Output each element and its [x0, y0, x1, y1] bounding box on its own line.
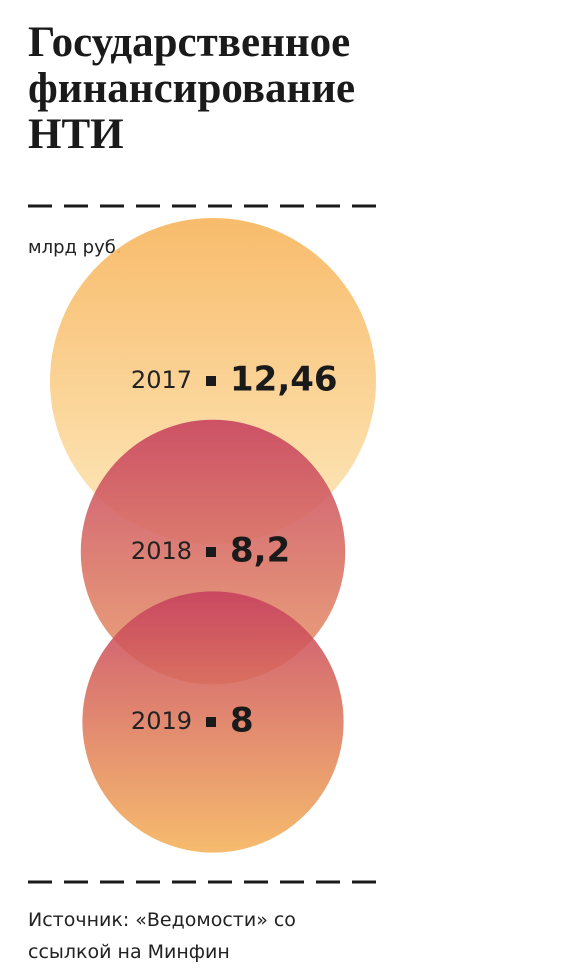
category-label: 2018	[131, 537, 192, 565]
bullet	[206, 717, 216, 727]
category-label: 2019	[131, 707, 192, 735]
bullet	[206, 376, 216, 386]
value-label: 8	[230, 701, 254, 741]
bullet	[206, 547, 216, 557]
bubbles	[50, 218, 376, 853]
value-label: 8,2	[230, 531, 290, 571]
unit-label: млрд руб.	[28, 237, 122, 258]
source-note: Источник: «Ведомости» со ссылкой на Минф…	[28, 909, 296, 963]
labels: 2017 12,46 2018 8,2 2019 8	[131, 360, 338, 741]
category-label: 2017	[131, 366, 192, 394]
chart-title: Государственное финансирование НТИ	[28, 19, 356, 158]
value-label: 12,46	[230, 360, 338, 400]
